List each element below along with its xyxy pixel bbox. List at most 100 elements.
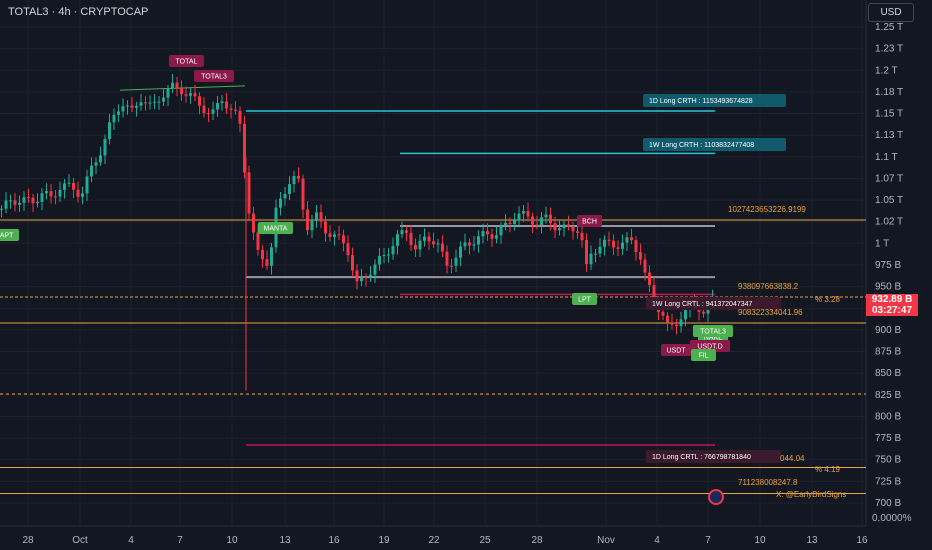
candle-body	[112, 114, 116, 123]
candle-body	[441, 243, 444, 252]
candle-body	[495, 235, 498, 239]
tag-manta-bg	[258, 222, 293, 234]
candle-body	[513, 220, 516, 225]
candle-body	[432, 241, 435, 245]
candle-body	[580, 232, 584, 241]
candle-body	[679, 319, 683, 327]
y-tick-label: 950 B	[875, 282, 901, 293]
candle-body	[373, 264, 377, 275]
candle-body	[202, 105, 206, 114]
candle-body	[85, 176, 89, 194]
candle-body	[4, 200, 8, 209]
y-tick-label: 725 B	[875, 476, 901, 487]
candle-body	[405, 230, 408, 233]
candle-body	[283, 193, 287, 199]
candle-body	[130, 105, 134, 108]
current-price-label: 932.89 B 03:27:47	[866, 294, 918, 316]
candle-body	[148, 102, 152, 104]
candle-body	[522, 210, 525, 214]
candle-body	[481, 231, 485, 237]
x-tick-label: 22	[428, 535, 440, 546]
y-tick-label: 1.07 T	[875, 173, 903, 184]
candle-body	[58, 189, 62, 197]
candle-body	[99, 155, 102, 163]
candle-body	[508, 222, 512, 225]
candle-body	[40, 193, 44, 202]
candle-body	[427, 236, 431, 242]
candle-body	[243, 123, 246, 173]
x-tick-label: 10	[754, 535, 766, 546]
candle-body	[567, 224, 570, 227]
candle-body	[319, 212, 323, 222]
candle-body	[297, 176, 300, 179]
candle-body	[67, 182, 71, 184]
candle-body	[571, 226, 575, 232]
candle-body	[337, 234, 341, 236]
x-tick-label: 7	[705, 535, 711, 546]
x-tick-label: 13	[806, 535, 818, 546]
candle-body	[702, 311, 705, 314]
candle-body	[369, 274, 372, 278]
candle-body	[612, 240, 615, 248]
candle-body	[652, 285, 656, 302]
y-tick-label: 850 B	[875, 368, 901, 379]
candle-body	[0, 208, 3, 210]
tag-usdt-bg	[661, 344, 691, 356]
tag-total3-top: TOTAL3	[201, 74, 227, 81]
candle-body	[477, 236, 480, 245]
candle-body	[378, 255, 381, 265]
candle-body	[607, 239, 611, 241]
candle-body	[292, 176, 296, 185]
candle-body	[328, 233, 332, 237]
candle-body	[400, 230, 404, 235]
candle-body	[544, 214, 548, 218]
candle-body	[81, 193, 84, 197]
candle-body	[27, 197, 30, 199]
x-tick-label: 28	[22, 535, 34, 546]
candle-body	[499, 225, 503, 236]
orange-value-4: 711238008247.8	[738, 478, 798, 487]
level-box-1w-crth-bg	[643, 138, 786, 151]
x-tick-label: Oct	[72, 535, 88, 546]
candle-body	[288, 184, 291, 194]
candle-body	[94, 162, 98, 166]
currency-button[interactable]: USD	[868, 3, 914, 22]
level-box-1d-crth-bg	[643, 94, 786, 107]
candle-body	[387, 254, 390, 256]
candle-body	[189, 93, 192, 96]
tag-total: TOTAL	[176, 59, 198, 66]
chart-title: TOTAL3 · 4h · CRYPTOCAP	[8, 6, 149, 18]
level-box-1d-crtl-bg	[646, 450, 781, 463]
candle-body	[450, 265, 453, 267]
level-box-1w-crtl: 1W Long CRTL : 941372047347	[652, 301, 753, 308]
candle-body	[211, 109, 215, 114]
candle-body	[643, 259, 647, 273]
candle-body	[18, 202, 21, 205]
candle-body	[342, 235, 345, 244]
candle-body	[490, 234, 494, 239]
candle-body	[184, 94, 188, 96]
tag-total3-bottom: TOTAL3	[700, 329, 726, 336]
candle-body	[225, 101, 228, 109]
level-box-1w-crth: 1W Long CRTH : 1103832477408	[649, 142, 754, 149]
candle-body	[562, 224, 566, 229]
candle-body	[306, 209, 309, 231]
candle-body	[360, 277, 363, 282]
y-tick-label: 1.23 T	[875, 44, 903, 55]
candle-body	[207, 113, 210, 115]
candle-body	[180, 88, 183, 95]
candle-body	[76, 189, 80, 197]
candle-body	[63, 183, 66, 190]
candle-body	[135, 105, 138, 108]
x-tick-label: 28	[531, 535, 543, 546]
percent-label-1: % 3.28	[815, 295, 840, 304]
candle-body	[261, 249, 264, 260]
y-tick-label: 1.18 T	[875, 87, 903, 98]
x-tick-label: 19	[378, 535, 390, 546]
candle-body	[279, 198, 282, 208]
x-tick-label: 7	[177, 535, 183, 546]
candle-body	[315, 212, 318, 221]
candle-body	[229, 108, 233, 110]
candle-body	[175, 82, 179, 89]
